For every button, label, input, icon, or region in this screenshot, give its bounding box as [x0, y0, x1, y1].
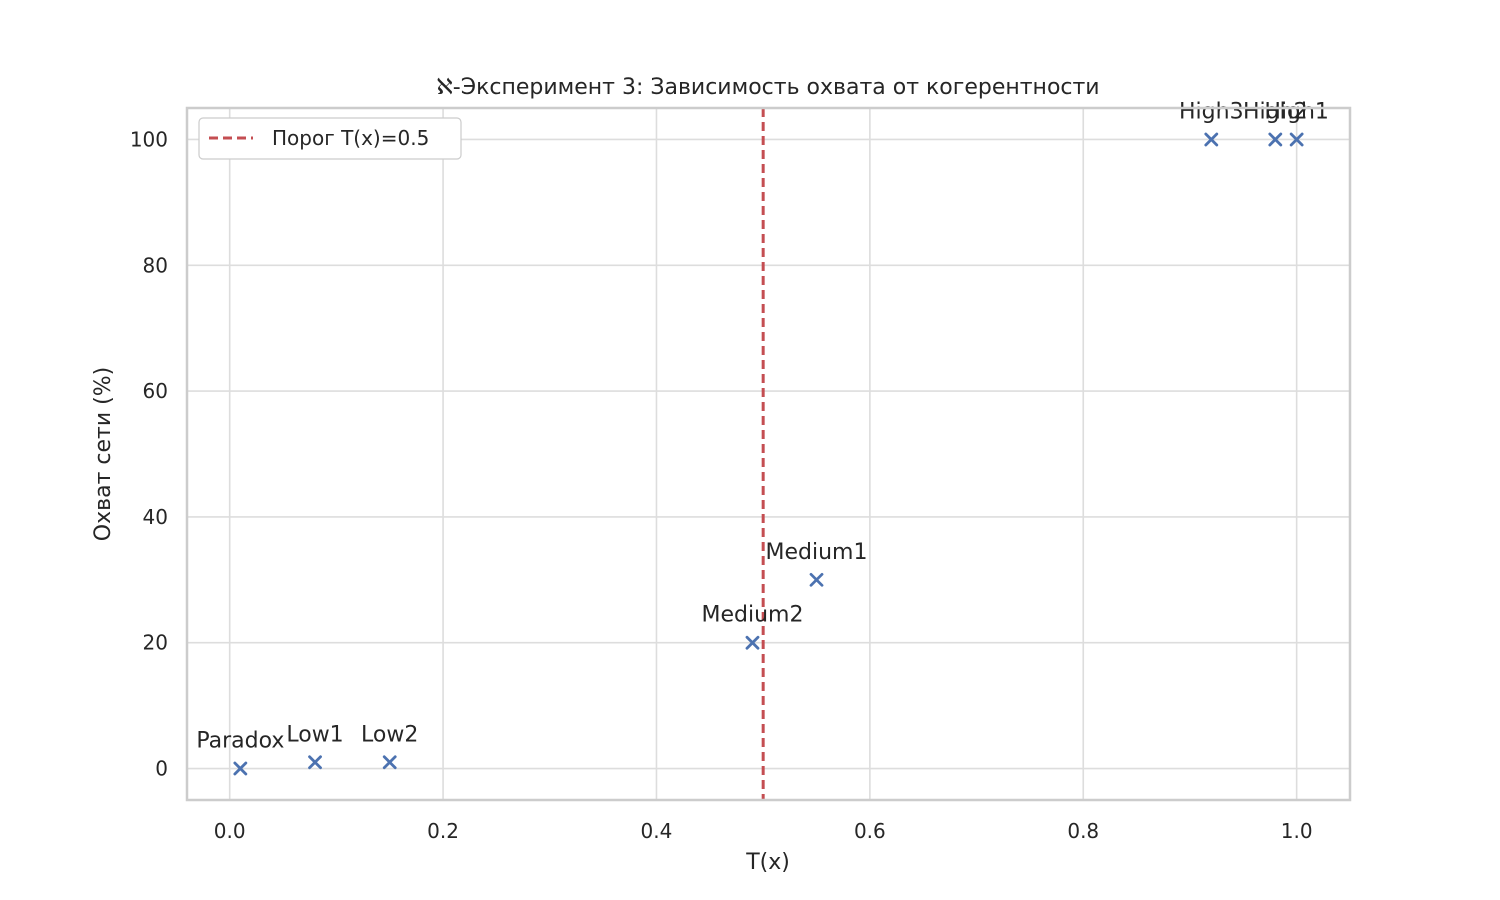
marker-stroke — [1289, 132, 1304, 147]
data-point-label: Medium2 — [702, 603, 804, 628]
x-tick-labels: 0.0 0.2 0.4 0.6 0.8 1.0 — [214, 819, 1313, 843]
plot-area — [187, 108, 1350, 800]
marker-stroke — [1204, 132, 1219, 147]
marker-stroke — [809, 572, 824, 587]
data-point-label: Paradox — [196, 729, 284, 754]
plot-frame — [185, 106, 1352, 802]
chart-title: ℵ-Эксперимент 3: Зависимость охвата от к… — [436, 75, 1099, 100]
point-labels: Paradox Low1 Low2 Medium2 Medium1 High3 High2H… — [196, 99, 1329, 753]
data-point-label: High1 — [1264, 99, 1329, 124]
data-point-marker — [233, 761, 248, 776]
x-tick-label: 0.6 — [854, 819, 886, 843]
x-axis-label: T(x) — [745, 850, 790, 875]
y-tick-label: 80 — [143, 253, 168, 277]
legend: Порог T(x)=0.5 — [198, 117, 462, 160]
data-point-marker — [809, 572, 824, 587]
marker-stroke — [1268, 132, 1283, 147]
data-point-marker — [745, 635, 760, 650]
marker-stroke — [308, 755, 322, 770]
marker-stroke — [745, 635, 760, 650]
data-point-label: Low1 — [286, 722, 343, 747]
x-tick-label: 0.2 — [427, 819, 459, 843]
y-axis-label: Охват сети (%) — [91, 367, 116, 541]
x-tick-label: 0.0 — [214, 819, 246, 843]
data-point-marker — [1204, 132, 1219, 147]
data-point-marker — [382, 755, 397, 770]
y-tick-label: 60 — [143, 379, 168, 403]
data-point-marker — [308, 755, 322, 770]
data-point-label: Low2 — [361, 722, 418, 747]
x-tick-label: 1.0 — [1281, 819, 1313, 843]
data-point-label: Medium1 — [766, 540, 868, 565]
marker-stroke — [382, 755, 397, 770]
y-tick-label: 40 — [143, 505, 168, 529]
data-point-label: High2 — [1243, 99, 1308, 124]
data-point-label: High3 — [1179, 99, 1244, 124]
x-tick-label: 0.4 — [641, 819, 673, 843]
data-point-marker — [1268, 132, 1283, 147]
legend-box — [198, 117, 462, 160]
marker-stroke — [233, 761, 248, 776]
data-points — [233, 132, 1304, 776]
grid-lines — [187, 108, 1350, 800]
y-tick-label: 20 — [143, 631, 168, 655]
x-tick-label: 0.8 — [1067, 819, 1099, 843]
legend-threshold-label: Порог T(x)=0.5 — [272, 126, 429, 150]
data-point-marker — [1289, 132, 1304, 147]
y-tick-labels: 0 20 40 60 80 100 — [130, 127, 168, 780]
y-tick-label: 100 — [130, 127, 168, 151]
y-tick-label: 0 — [155, 757, 168, 781]
